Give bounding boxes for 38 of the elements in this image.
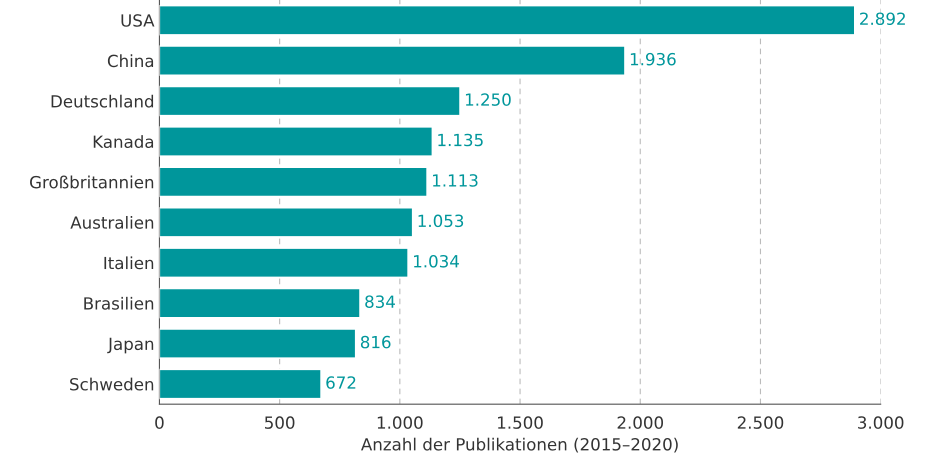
x-tick-label: 0: [155, 416, 164, 429]
bar: [159, 126, 433, 157]
y-tick-label: China: [108, 54, 154, 68]
data-label: 1.135: [438, 134, 483, 146]
bar: [159, 45, 626, 76]
data-label: 1.053: [418, 214, 464, 228]
bar: [159, 86, 461, 116]
x-tick-label: 2.500: [738, 416, 784, 429]
bar: [159, 247, 409, 278]
data-label: 816: [360, 336, 391, 348]
y-tick-label: USA: [122, 14, 154, 27]
bar: [159, 166, 428, 198]
x-tick-label: 500: [265, 416, 294, 429]
bar: [159, 4, 856, 36]
y-tick-label: Japan: [107, 338, 154, 354]
data-label: 672: [326, 376, 356, 389]
data-label: 2.892: [860, 12, 905, 26]
bar: [159, 328, 356, 359]
y-tick-label: Deutschland: [52, 94, 154, 108]
x-axis-title: Anzahl der Publikationen (2015–2020): [361, 438, 678, 453]
data-label: 1.034: [414, 254, 459, 268]
bar: [159, 368, 322, 400]
bar: [159, 207, 414, 238]
data-label: 1.113: [433, 174, 478, 187]
x-tick-label: 1.000: [378, 416, 423, 429]
data-label: 1.250: [466, 93, 511, 106]
y-tick-label: Brasilien: [84, 296, 154, 310]
y-tick-label: Schweden: [70, 378, 154, 391]
y-tick-label: Großbritannien: [30, 176, 154, 188]
data-label: 1.936: [630, 52, 676, 66]
y-tick-label: Italien: [104, 256, 154, 270]
y-tick-label: Australien: [70, 216, 154, 229]
x-tick-label: 1.500: [498, 416, 543, 429]
bar: [159, 288, 361, 318]
x-tick-label: 3.000: [858, 416, 904, 429]
y-tick-label: Kanada: [94, 135, 154, 148]
data-label: 834: [365, 295, 395, 308]
x-tick-label: 2.000: [618, 416, 664, 429]
